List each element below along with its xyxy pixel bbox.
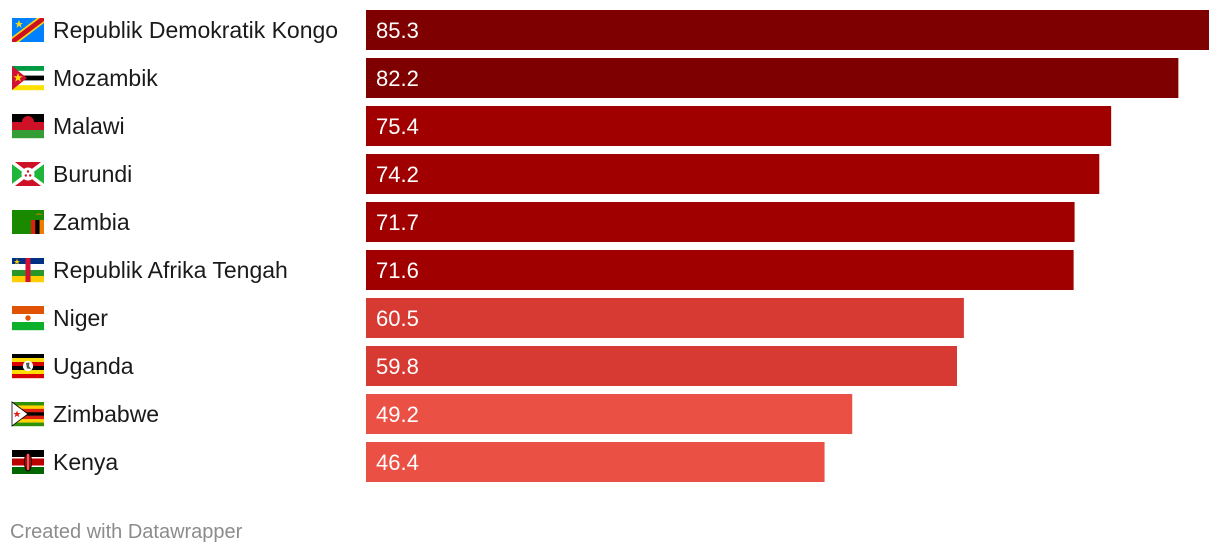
flag-kenya-icon (12, 450, 44, 474)
value-label: 59.8 (376, 354, 419, 379)
datawrapper-credit: Created with Datawrapper (10, 521, 243, 543)
bar (366, 250, 1074, 290)
flag-uganda-icon (12, 354, 44, 379)
value-label: 46.4 (376, 450, 419, 475)
category-label: Burundi (53, 161, 132, 187)
flag-zimbabwe-icon (11, 401, 44, 427)
bar (366, 202, 1075, 242)
bar (366, 346, 957, 386)
bar (366, 394, 853, 434)
flag-niger-icon (12, 306, 44, 331)
bar (366, 58, 1179, 98)
flag-malawi-icon (12, 114, 44, 139)
value-label: 71.7 (376, 210, 419, 235)
value-label: 49.2 (376, 402, 419, 427)
bar (366, 154, 1100, 194)
category-label: Republik Demokratik Kongo (53, 17, 338, 43)
category-label: Mozambik (53, 65, 158, 91)
bar (366, 442, 825, 482)
value-label: 85.3 (376, 18, 419, 43)
category-label: Zimbabwe (53, 401, 159, 427)
flag-dr-congo-icon (12, 18, 44, 42)
bar (366, 106, 1112, 146)
category-label: Niger (53, 305, 108, 331)
flag-zambia-icon (12, 210, 44, 234)
flag-burundi-icon (10, 160, 46, 188)
flag-central-african-republic-icon (12, 258, 44, 283)
category-label: Kenya (53, 449, 118, 475)
value-label: 74.2 (376, 162, 419, 187)
bar (366, 10, 1209, 50)
category-label: Malawi (53, 113, 125, 139)
category-label: Republik Afrika Tengah (53, 257, 288, 283)
bar-chart: Republik Demokratik Kongo 85.3 Mozambik 82.… (10, 10, 1209, 482)
category-label: Uganda (53, 353, 134, 379)
value-label: 60.5 (376, 306, 419, 331)
bar (366, 298, 964, 338)
flag-mozambique-icon (12, 66, 44, 91)
value-label: 82.2 (376, 66, 419, 91)
value-label: 75.4 (376, 114, 419, 139)
value-label: 71.6 (376, 258, 419, 283)
category-label: Zambia (53, 209, 130, 235)
